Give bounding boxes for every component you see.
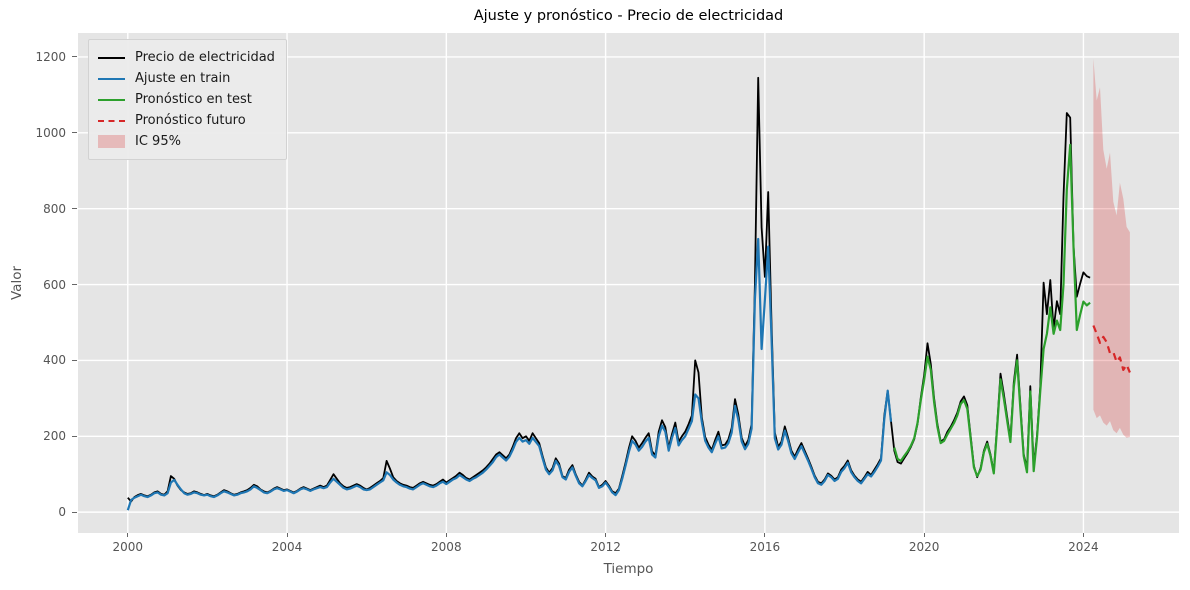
legend-swatch-confidence-interval	[98, 135, 125, 148]
chart-title: Ajuste y pronóstico - Precio de electric…	[473, 8, 784, 24]
legend-item-train-fit: Ajuste en train	[98, 68, 275, 89]
x-tick-mark	[127, 533, 129, 537]
x-tick-label: 2024	[1068, 540, 1099, 554]
y-tick-label: 400	[43, 353, 66, 368]
x-tick-mark	[605, 533, 607, 537]
y-tick-mark	[72, 132, 77, 134]
future-forecast-line	[1092, 325, 1131, 373]
y-tick-label: 0	[58, 505, 66, 520]
x-tick-label: 2016	[749, 540, 781, 554]
legend-item-future-forecast: Pronóstico futuro	[98, 110, 275, 131]
legend-swatch-future-forecast	[98, 119, 125, 122]
legend-label-future-forecast: Pronóstico futuro	[135, 113, 246, 128]
legend-item-actual-price: Precio de electricidad	[98, 47, 275, 68]
legend-item-confidence-interval: IC 95%	[98, 131, 275, 152]
legend-label-test-forecast: Pronóstico en test	[135, 92, 252, 107]
legend: Precio de electricidad Ajuste en train P…	[88, 39, 287, 160]
x-tick-mark	[1082, 533, 1084, 537]
x-axis-label: Tiempo	[603, 561, 654, 577]
y-tick-label: 1200	[35, 49, 66, 64]
y-tick-mark	[72, 511, 77, 513]
x-tick-mark	[764, 533, 766, 537]
train-fit-line	[126, 237, 893, 511]
y-tick-mark	[72, 435, 77, 437]
x-tick-mark	[445, 533, 447, 537]
x-tick-mark	[923, 533, 925, 537]
y-tick-mark	[72, 56, 77, 58]
x-tick-label: 2012	[590, 540, 621, 554]
legend-label-train-fit: Ajuste en train	[135, 71, 231, 86]
y-tick-label: 1000	[35, 125, 66, 140]
y-axis-label: Valor	[9, 265, 25, 301]
x-tick-mark	[286, 533, 288, 537]
legend-label-actual-price: Precio de electricidad	[135, 50, 275, 65]
test-forecast-line	[893, 143, 1091, 478]
x-tick-label: 2000	[112, 540, 144, 554]
x-tick-label: 2008	[431, 540, 462, 554]
x-tick-label: 2004	[271, 540, 303, 554]
y-tick-mark	[72, 284, 77, 286]
y-tick-label: 200	[43, 429, 66, 444]
confidence-band	[1093, 58, 1130, 438]
y-tick-mark	[72, 208, 77, 210]
y-tick-label: 600	[43, 277, 66, 292]
plot-area: Precio de electricidad Ajuste en train P…	[78, 33, 1179, 533]
legend-swatch-train-fit	[98, 77, 125, 80]
legend-label-confidence-interval: IC 95%	[135, 134, 181, 149]
x-tick-label: 2020	[908, 540, 940, 554]
legend-swatch-test-forecast	[98, 98, 125, 101]
y-tick-mark	[72, 359, 77, 361]
legend-swatch-actual-price	[98, 56, 125, 59]
legend-item-test-forecast: Pronóstico en test	[98, 89, 275, 110]
y-tick-label: 800	[43, 201, 66, 216]
